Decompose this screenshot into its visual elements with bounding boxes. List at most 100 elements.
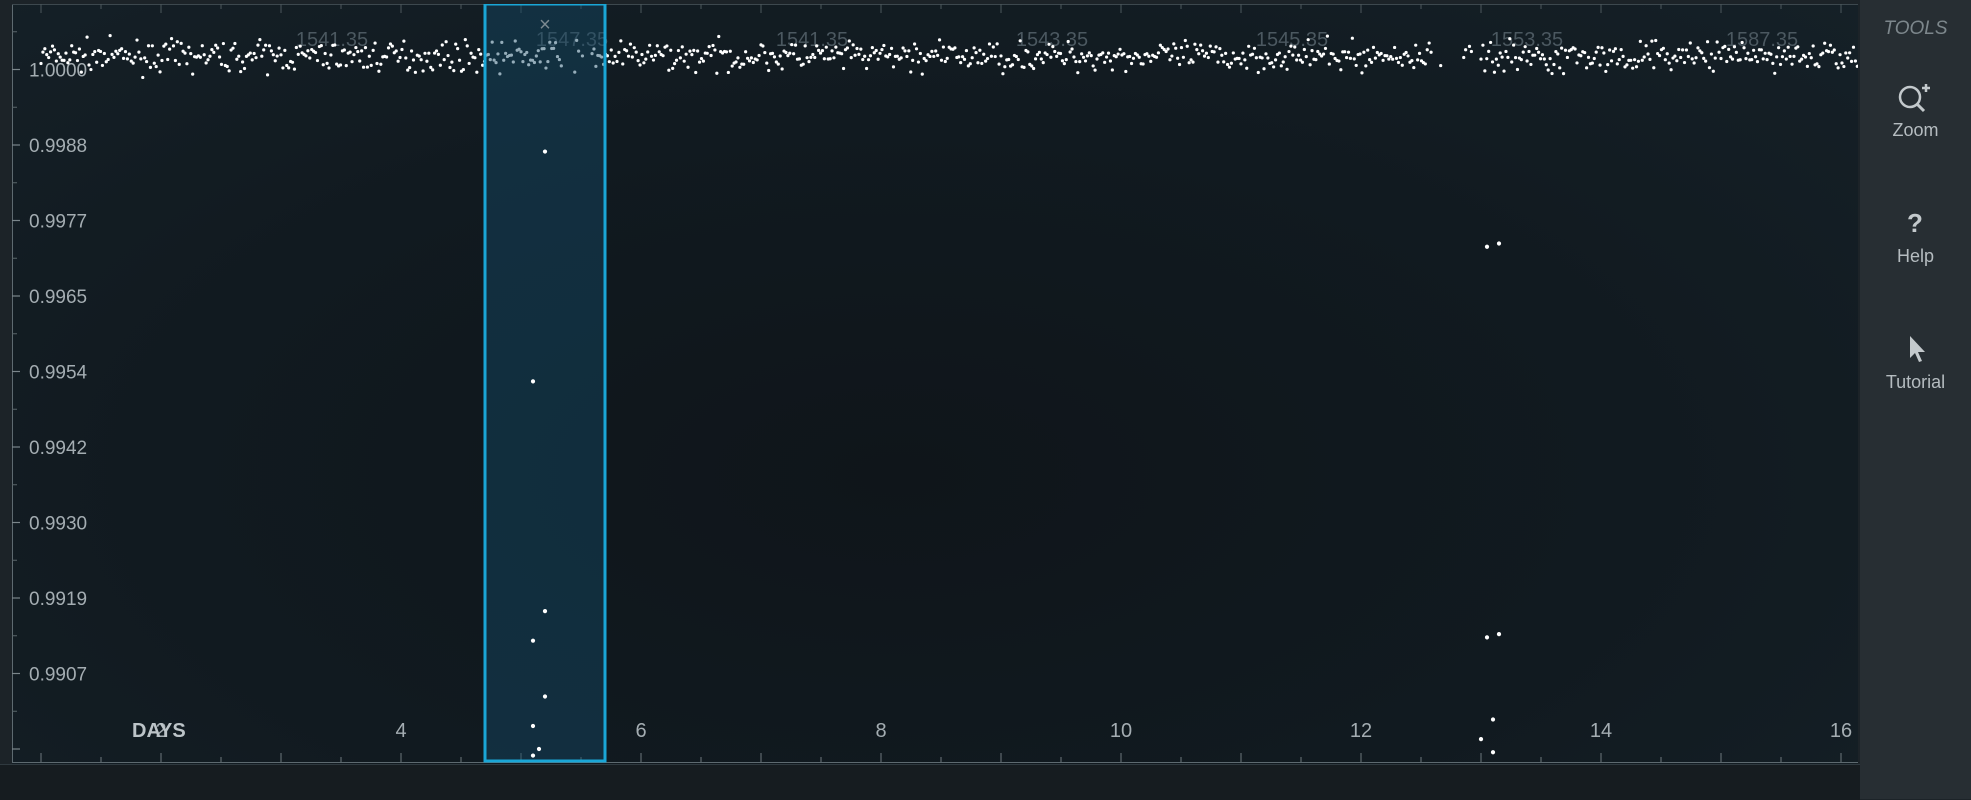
baseline-point [901, 46, 904, 49]
baseline-point [293, 68, 296, 71]
baseline-point [852, 43, 855, 46]
baseline-point [1410, 59, 1413, 62]
baseline-point [329, 53, 332, 56]
baseline-point [1790, 63, 1793, 66]
baseline-point [996, 42, 999, 45]
baseline-point [133, 56, 136, 59]
baseline-point [857, 53, 860, 56]
baseline-point [1022, 66, 1025, 69]
baseline-point [231, 47, 234, 50]
baseline-point [1115, 55, 1118, 58]
baseline-point [448, 66, 451, 69]
baseline-point [798, 57, 801, 60]
baseline-point [1168, 58, 1171, 61]
remove-marker-button[interactable]: × [539, 14, 551, 36]
baseline-point [1034, 57, 1037, 60]
baseline-point [1201, 49, 1204, 52]
baseline-point [1508, 37, 1511, 40]
baseline-point [1093, 69, 1096, 72]
baseline-point [880, 48, 883, 51]
zoom-button[interactable]: Zoom [1860, 74, 1971, 166]
baseline-point [1608, 48, 1611, 51]
baseline-point [1650, 40, 1653, 43]
baseline-point [1506, 56, 1509, 59]
baseline-point [1426, 48, 1429, 51]
baseline-point [43, 47, 46, 50]
baseline-point [1833, 48, 1836, 51]
baseline-point [971, 56, 974, 59]
baseline-point [999, 54, 1002, 57]
help-button[interactable]: ? Help [1860, 200, 1971, 292]
baseline-point [320, 44, 323, 47]
transit-marker-1[interactable] [485, 4, 605, 761]
baseline-point [1564, 49, 1567, 52]
baseline-point [464, 38, 467, 41]
baseline-point [1358, 52, 1361, 55]
baseline-point [640, 53, 643, 56]
baseline-point [1664, 58, 1667, 61]
baseline-point [431, 68, 434, 71]
baseline-point [445, 40, 448, 43]
baseline-point [260, 55, 263, 58]
baseline-point [139, 57, 142, 60]
x-tick-label: 16 [1830, 720, 1852, 742]
baseline-point [158, 70, 161, 73]
baseline-point [1389, 55, 1392, 58]
baseline-point [761, 44, 764, 47]
baseline-point [717, 35, 720, 38]
baseline-point [1395, 57, 1398, 60]
baseline-point [253, 52, 256, 55]
baseline-point [907, 49, 910, 52]
baseline-point [479, 52, 482, 55]
baseline-point [1719, 57, 1722, 60]
baseline-point [59, 56, 62, 59]
baseline-point [1332, 52, 1335, 55]
baseline-point [325, 62, 328, 65]
light-curve-svg[interactable]: 1.00000.99880.99770.99650.99540.99420.99… [12, 4, 1858, 764]
baseline-point [1808, 52, 1811, 55]
baseline-point [456, 47, 459, 50]
baseline-point [112, 56, 115, 59]
baseline-point [1631, 67, 1634, 70]
baseline-point [283, 49, 286, 52]
baseline-point [1510, 60, 1513, 63]
baseline-point [1069, 50, 1072, 53]
baseline-point [1687, 55, 1690, 58]
baseline-point [237, 55, 240, 58]
baseline-point [1842, 65, 1845, 68]
baseline-point [1775, 55, 1778, 58]
baseline-point [402, 40, 405, 43]
baseline-point [1746, 52, 1749, 55]
baseline-point [1118, 48, 1121, 51]
baseline-point [1643, 55, 1646, 58]
baseline-point [220, 63, 223, 66]
baseline-point [1080, 52, 1083, 55]
baseline-point [395, 49, 398, 52]
baseline-point [878, 52, 881, 55]
baseline-point [420, 58, 423, 61]
baseline-point [832, 56, 835, 59]
baseline-point [1326, 35, 1329, 38]
baseline-point [1635, 65, 1638, 68]
baseline-point [1796, 45, 1799, 48]
baseline-point [1666, 52, 1669, 55]
tutorial-button[interactable]: Tutorial [1860, 326, 1971, 418]
baseline-point [1587, 56, 1590, 59]
baseline-point [1117, 52, 1120, 55]
baseline-point [840, 52, 843, 55]
baseline-point [1232, 51, 1235, 54]
baseline-point [1364, 64, 1367, 67]
baseline-point [55, 59, 58, 62]
baseline-point [1205, 52, 1208, 55]
baseline-point [1502, 69, 1505, 72]
baseline-point [804, 44, 807, 47]
baseline-point [976, 61, 979, 64]
baseline-point [1504, 50, 1507, 53]
baseline-point [932, 55, 935, 58]
baseline-point [370, 64, 373, 67]
baseline-point [807, 60, 810, 63]
baseline-point [243, 67, 246, 70]
baseline-point [1752, 49, 1755, 52]
